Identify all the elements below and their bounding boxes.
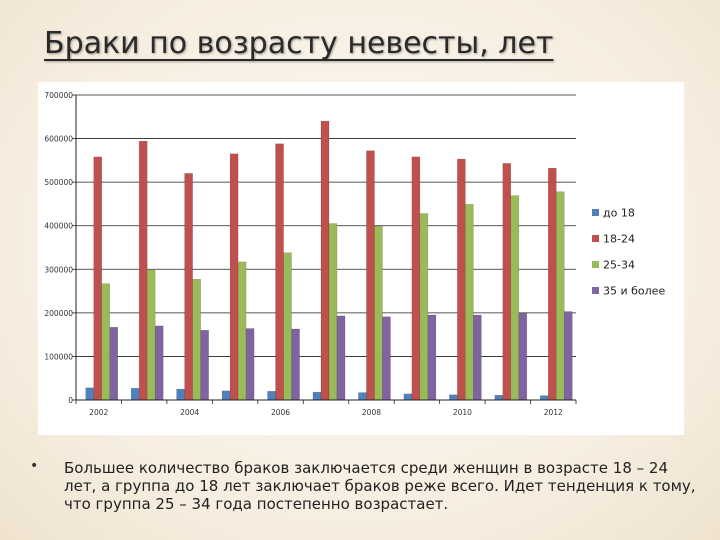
bar <box>473 314 482 401</box>
bar <box>283 252 292 401</box>
legend-label: 18-24 <box>603 233 635 246</box>
bar <box>267 391 276 401</box>
axes: 0 100000 200000 300000 400000 500000 600000 700… <box>44 91 577 417</box>
x-tick-label: 2010 <box>453 408 472 417</box>
bar <box>176 388 185 401</box>
slide-caption: Большее количество браков заключается ср… <box>64 459 696 513</box>
legend-swatch <box>592 235 599 242</box>
y-tick-label: 100000 <box>44 352 73 361</box>
x-tick-label: 2004 <box>180 408 199 417</box>
bar <box>221 390 231 401</box>
legend-swatch <box>592 209 599 216</box>
legend: до 18 18-24 25-34 35 и более <box>592 207 665 298</box>
bar <box>548 167 557 401</box>
bar <box>510 195 520 401</box>
bars <box>85 120 573 401</box>
bar <box>93 156 102 401</box>
bar <box>275 143 284 401</box>
bar <box>411 156 421 401</box>
legend-label: 35 и более <box>603 285 665 298</box>
bar <box>85 387 94 401</box>
bar <box>146 269 156 401</box>
bar <box>130 387 140 401</box>
bar <box>494 394 504 401</box>
bullet-icon: • <box>30 458 39 474</box>
y-tick-label: 400000 <box>44 222 73 231</box>
bar-chart: 0 100000 200000 300000 400000 500000 600000 700… <box>44 91 665 417</box>
slide-title: Браки по возрасту невесты, лет <box>44 26 554 61</box>
x-tick-label: 2002 <box>89 408 108 417</box>
bar <box>502 163 512 401</box>
bar <box>291 328 300 401</box>
legend-label: до 18 <box>603 207 635 220</box>
x-tick-label: 2008 <box>362 408 381 417</box>
bar <box>427 314 437 401</box>
y-tick-label: 600000 <box>44 135 73 144</box>
bar <box>403 393 413 401</box>
bar <box>564 311 573 401</box>
bar <box>229 153 239 401</box>
bar <box>366 150 375 401</box>
bar <box>556 191 565 401</box>
bar <box>374 225 383 401</box>
bar <box>101 283 110 401</box>
bar <box>320 120 330 401</box>
bar <box>154 325 164 401</box>
y-tick-label: 700000 <box>44 91 73 100</box>
bar <box>540 395 549 401</box>
bar <box>245 328 255 401</box>
bar <box>457 158 466 401</box>
y-tick-label: 200000 <box>44 309 73 318</box>
bar <box>200 330 209 401</box>
bar <box>138 140 148 401</box>
bar <box>192 279 201 401</box>
bar <box>312 391 322 401</box>
y-tick-label: 300000 <box>44 265 73 274</box>
bar <box>518 313 528 401</box>
bar <box>465 204 474 401</box>
bar <box>336 315 346 401</box>
bar <box>419 213 429 401</box>
bar <box>237 261 247 401</box>
bar <box>358 392 367 401</box>
legend-swatch <box>592 287 599 294</box>
x-tick-label: 2012 <box>544 408 563 417</box>
legend-swatch <box>592 261 599 268</box>
bar <box>184 173 193 401</box>
y-tick-label: 0 <box>68 396 73 405</box>
x-tick-label: 2006 <box>271 408 290 417</box>
legend-label: 25-34 <box>603 259 635 272</box>
bar <box>328 223 338 401</box>
chart-area: 0 100000 200000 300000 400000 500000 600000 700… <box>38 82 684 435</box>
bar <box>382 316 391 401</box>
bar <box>449 394 458 401</box>
y-tick-label: 500000 <box>44 178 73 187</box>
bar <box>109 326 118 401</box>
